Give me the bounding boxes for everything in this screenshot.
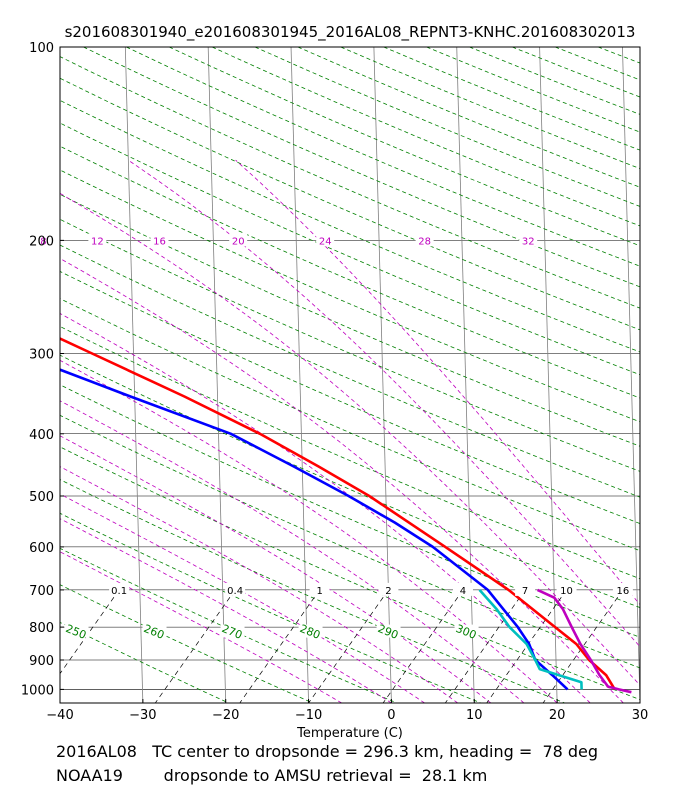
sounding-series-line <box>478 589 583 690</box>
y-tick-label: 300 <box>29 347 54 362</box>
x-axis-label: Temperature (C) <box>296 726 403 741</box>
isotherm-line <box>60 688 61 703</box>
mixing-ratio-label-bg <box>556 582 577 596</box>
moist-adiabat-line <box>60 359 558 703</box>
x-tick-label: 30 <box>632 708 649 723</box>
moist-adiabat-line <box>60 551 342 703</box>
y-tick-label: 200 <box>29 234 54 249</box>
y-tick-label: 800 <box>29 621 54 636</box>
y-tick-label: 400 <box>29 428 54 443</box>
moist-adiabat-line <box>60 518 392 703</box>
plot-background <box>60 47 640 703</box>
dry-adiabat-line <box>340 47 640 170</box>
x-tick-label: 10 <box>466 708 483 723</box>
mixing-ratio-label-bg <box>225 582 246 596</box>
mixing-ratio-label-bg <box>452 582 473 596</box>
chart-title: s201608301940_e201608301945_2016AL08_REP… <box>65 23 636 42</box>
moist-adiabat-label: 28 <box>418 236 431 247</box>
moist-adiabat-line <box>235 159 640 606</box>
mixing-ratio-label-bg <box>309 582 330 596</box>
moist-adiabat-label-bg <box>150 233 169 247</box>
dry-adiabat-line <box>641 47 700 703</box>
moist-adiabat-label-bg <box>229 233 248 247</box>
mixing-ratio-label: 10 <box>560 586 573 597</box>
isotherm-line <box>290 47 309 703</box>
dry-adiabat-line <box>83 47 640 288</box>
dry-adiabat-label-bg <box>454 624 479 638</box>
moist-adiabat-label: 16 <box>153 236 166 247</box>
y-tick-label: 1000 <box>21 683 54 698</box>
sounding-series-line <box>536 588 632 694</box>
moist-adiabat-label: 12 <box>91 236 104 247</box>
moist-adiabat-label-bg <box>519 233 538 247</box>
moist-adiabat-line <box>60 400 525 703</box>
dry-adiabat-line <box>211 47 640 227</box>
dry-adiabat-label-bg <box>298 624 323 638</box>
moist-adiabat-line <box>127 159 640 648</box>
moist-adiabat-label: 20 <box>232 236 245 247</box>
dry-adiabat-line <box>60 99 640 353</box>
info-line-2: NOAA19 dropsonde to AMSU retrieval = 28.… <box>56 766 488 785</box>
mixing-ratio-label: 16 <box>617 586 630 597</box>
dry-adiabat-line <box>60 218 640 472</box>
moist-adiabat-label-bg <box>34 233 53 247</box>
dry-adiabat-line <box>60 244 640 498</box>
mixing-ratio-label: 2 <box>385 586 391 597</box>
x-tick-label: 20 <box>549 708 566 723</box>
moist-adiabat-label-bg <box>88 233 107 247</box>
y-tick-label: 900 <box>29 654 54 669</box>
sounding-series-line <box>60 337 616 691</box>
dry-adiabat-label-bg <box>64 624 89 638</box>
mixing-ratio-label: 0.4 <box>227 586 243 597</box>
moist-adiabat-label-bg <box>316 233 335 247</box>
isotherm-line <box>207 47 227 703</box>
mixing-ratio-label-bg <box>515 582 536 596</box>
y-tick-label: 700 <box>29 584 54 599</box>
series-layer <box>60 337 632 694</box>
dry-adiabat-line <box>60 270 640 525</box>
y-tick-label: 100 <box>29 41 54 56</box>
dry-adiabat-line <box>60 145 640 399</box>
moist-adiabat-label: 8 <box>40 236 46 247</box>
mixing-ratio-label: 4 <box>460 586 466 597</box>
mixing-ratio-label-bg <box>109 582 130 596</box>
moist-adiabat-line <box>60 257 624 703</box>
x-tick-label: −30 <box>129 708 156 723</box>
mixing-ratio-label-bg <box>378 582 399 596</box>
moist-adiabat-line <box>60 435 492 703</box>
moist-adiabat-label: 24 <box>319 236 332 247</box>
mixing-ratio-label: 0.1 <box>111 586 127 597</box>
dry-adiabat-label-bg <box>142 624 167 638</box>
mixing-ratio-label: 7 <box>522 586 528 597</box>
moist-adiabat-label: 32 <box>522 236 535 247</box>
dry-adiabat-line <box>684 47 700 703</box>
grid-layer <box>60 47 700 703</box>
moist-adiabat-label-bg <box>415 233 434 247</box>
isotherm-line <box>124 47 144 703</box>
y-tick-label: 600 <box>29 541 54 556</box>
info-line-1: 2016AL08 TC center to dropsonde = 296.3 … <box>56 742 599 761</box>
x-tick-label: −10 <box>295 708 322 723</box>
x-tick-label: −40 <box>46 708 73 723</box>
dry-adiabat-line <box>60 193 640 447</box>
plot-frame <box>59 46 641 704</box>
dry-adiabat-line <box>60 584 313 703</box>
mixing-ratio-label: 1 <box>316 586 322 597</box>
dry-adiabat-label-bg <box>376 624 401 638</box>
isotherm-line <box>539 47 558 703</box>
isotherm-line <box>622 47 640 703</box>
dry-adiabat-line <box>60 354 640 609</box>
moist-adiabat-line <box>60 493 425 703</box>
mixing-ratio-label-bg <box>612 582 633 596</box>
dry-adiabat-label-bg <box>220 624 245 638</box>
y-tick-label: 500 <box>29 490 54 505</box>
moist-adiabat-line <box>60 192 640 686</box>
sounding-series-line <box>60 368 569 691</box>
x-tick-label: −20 <box>212 708 239 723</box>
moist-adiabat-line <box>60 312 591 703</box>
x-tick-label: 0 <box>387 708 395 723</box>
